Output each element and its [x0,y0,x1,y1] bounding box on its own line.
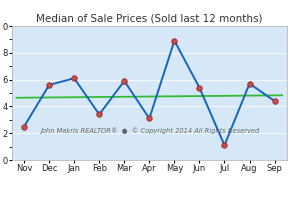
Title: Median of Sale Prices (Sold last 12 months): Median of Sale Prices (Sold last 12 mont… [36,14,263,24]
Point [22,125,26,128]
Point [47,83,52,87]
Point [247,82,252,85]
Point [222,144,227,147]
Point [272,99,277,103]
Point [72,77,77,80]
Point [172,39,177,42]
Point [97,113,101,116]
Text: John Makris REALTOR®  ●  © Copyright 2014 All Rights Reserved: John Makris REALTOR® ● © Copyright 2014 … [40,127,259,134]
Point [197,86,202,89]
Point [122,79,127,83]
Point [147,117,152,120]
